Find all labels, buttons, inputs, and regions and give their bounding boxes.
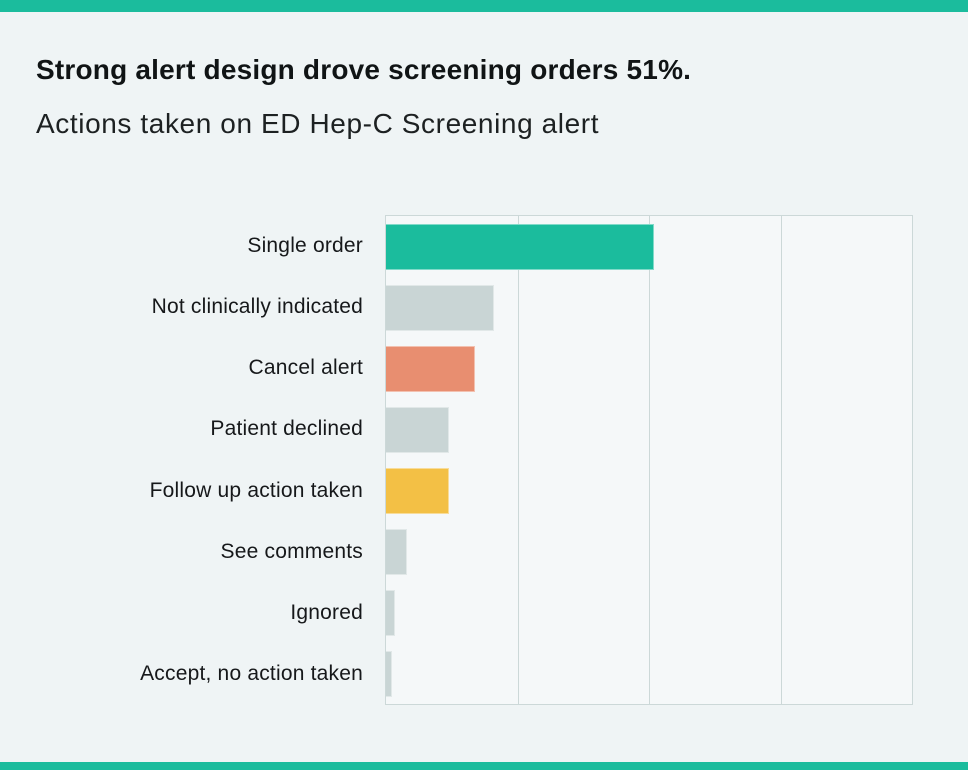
bar-row-patient-declined [386,399,912,460]
category-label-not-clinically-indicated: Not clinically indicated [151,294,363,318]
bar-row-accept-no-action-taken [386,643,912,704]
bar-row-see-comments [386,521,912,582]
bar-ignored [386,589,395,636]
bar-see-comments [386,528,408,575]
gridline-25 [517,216,519,704]
bar-row-follow-up-action-taken [386,460,912,521]
category-label-single-order: Single order [247,233,363,257]
gridline-50 [649,216,650,704]
bar-patient-declined [386,406,450,453]
bar-row-ignored [386,582,912,643]
bar-row-single-order [386,216,912,277]
bar-row-cancel-alert [386,338,912,399]
bar-row-not-clinically-indicated [386,277,912,338]
gridline-75 [780,216,782,704]
page-subtitle: Actions taken on ED Hep-C Screening aler… [36,108,600,139]
category-label-see-comments: See comments [220,539,363,563]
page-title: Strong alert design drove screening orde… [36,54,692,85]
bar-follow-up-action-taken [386,467,450,514]
category-label-ignored: Ignored [290,601,363,625]
category-label-patient-declined: Patient declined [210,417,363,441]
category-label-accept-no-action-taken: Accept, no action taken [140,662,363,686]
top-accent-bar [0,0,968,12]
bar-single-order [386,223,655,270]
category-label-cancel-alert: Cancel alert [248,356,363,380]
bar-cancel-alert [386,345,476,392]
bar-accept-no-action-taken [386,650,392,697]
bottom-accent-bar [0,762,968,770]
category-label-follow-up-action-taken: Follow up action taken [149,478,363,502]
bar-not-clinically-indicated [386,284,494,331]
category-labels: Single order Not clinically indicated Canc… [0,215,363,705]
plot-area [385,215,913,705]
